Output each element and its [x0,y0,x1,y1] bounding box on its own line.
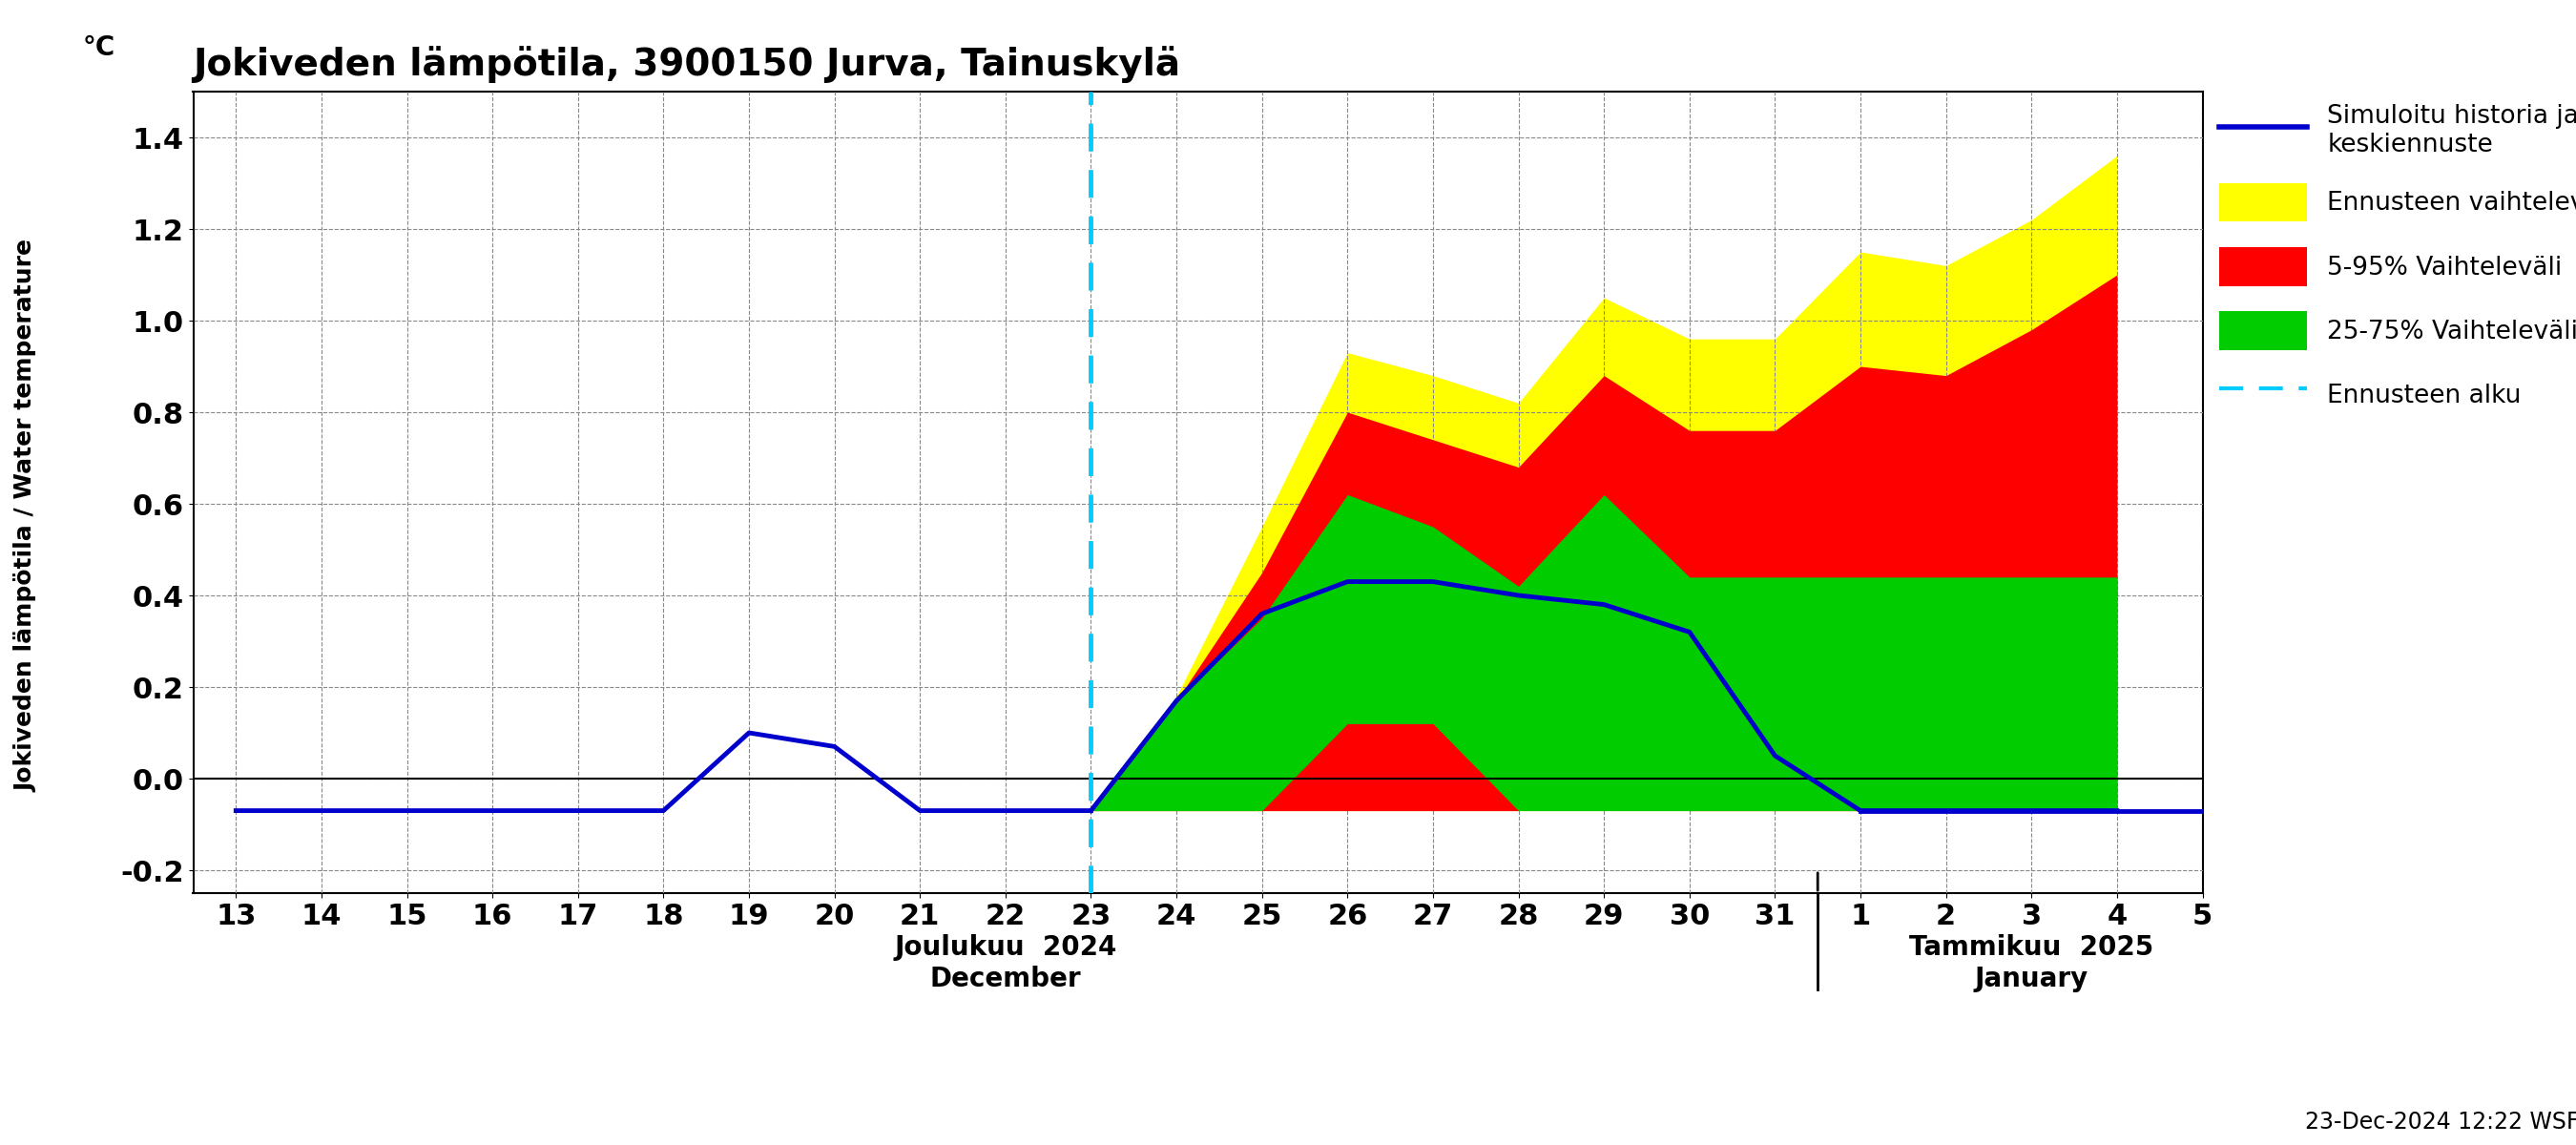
Legend: Simuloitu historia ja
keskiennuste, Ennusteen vaihteleväli, 5-95% Vaihteleväli, : Simuloitu historia ja keskiennuste, Ennu… [2218,104,2576,414]
Text: Tammikuu  2025
January: Tammikuu 2025 January [1909,934,2154,992]
Text: 23-Dec-2024 12:22 WSFS-O: 23-Dec-2024 12:22 WSFS-O [2306,1111,2576,1134]
Text: °C: °C [82,34,116,61]
Text: Jokiveden lämpötila / Water temperature: Jokiveden lämpötila / Water temperature [15,239,36,791]
Text: Joulukuu  2024
December: Joulukuu 2024 December [894,934,1118,992]
Text: Jokiveden lämpötila, 3900150 Jurva, Tainuskylä: Jokiveden lämpötila, 3900150 Jurva, Tain… [193,46,1180,84]
